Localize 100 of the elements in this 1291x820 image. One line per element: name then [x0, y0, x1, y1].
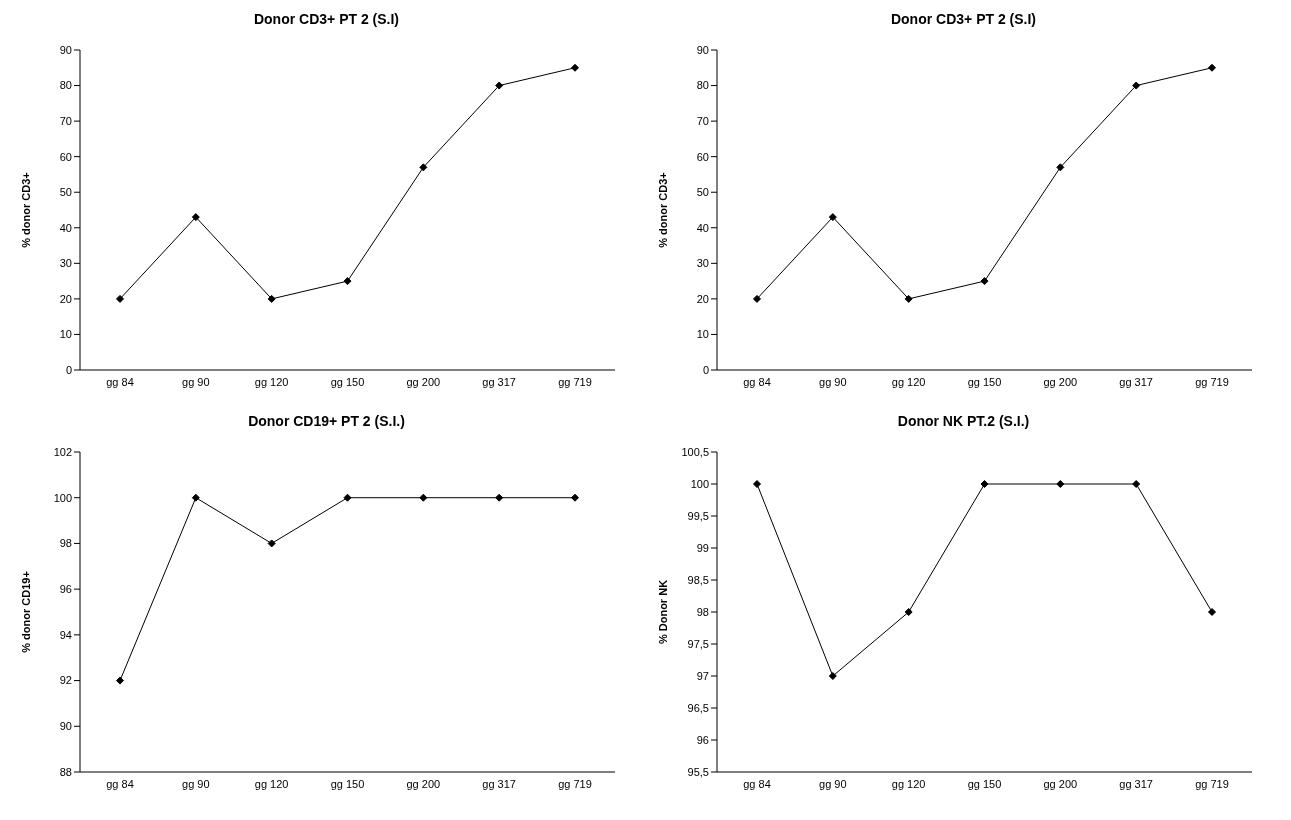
y-tick-label: 50 — [696, 186, 709, 199]
point — [1056, 480, 1065, 488]
x-tick-label: gg 84 — [743, 375, 771, 388]
point — [571, 493, 579, 502]
point — [343, 277, 352, 286]
y-tick-label: 20 — [59, 292, 72, 305]
x-tick-label: gg 90 — [819, 375, 847, 388]
point — [267, 539, 276, 548]
y-tick-label: 96 — [696, 733, 709, 746]
x-tick-label: gg 84 — [743, 777, 771, 790]
y-tick-label: 100 — [690, 477, 709, 490]
y-axis-title: % donor CD3+ — [656, 172, 669, 248]
x-tick-label: gg 200 — [406, 777, 441, 790]
point — [419, 493, 428, 502]
y-tick-label: 90 — [696, 43, 709, 56]
y-tick-label: 20 — [696, 292, 709, 305]
point — [1208, 63, 1216, 72]
y-tick-label: 88 — [59, 765, 72, 778]
y-tick-label: 97,5 — [687, 637, 709, 650]
point — [343, 493, 352, 502]
y-tick-label: 30 — [696, 257, 709, 270]
y-tick-label: 99 — [696, 541, 709, 554]
y-tick-label: 98 — [59, 537, 72, 550]
point — [1132, 81, 1141, 90]
x-tick-label: gg 90 — [819, 777, 847, 790]
x-tick-label: gg 200 — [1043, 777, 1078, 790]
y-axis-title: % donor CD19+ — [19, 571, 32, 653]
point — [828, 672, 837, 680]
x-tick-label: gg 90 — [182, 375, 210, 388]
point — [904, 294, 913, 303]
x-tick-label: gg 200 — [406, 375, 441, 388]
point — [904, 608, 913, 616]
y-tick-label: 70 — [696, 115, 709, 128]
point — [495, 81, 504, 90]
x-tick-label: gg 719 — [1195, 375, 1229, 388]
y-tick-label: 60 — [59, 150, 72, 163]
y-tick-label: 100 — [53, 491, 72, 504]
y-tick-label: 97 — [696, 669, 709, 682]
point — [116, 676, 124, 685]
x-tick-label: gg 150 — [967, 375, 1002, 388]
y-tick-label: 90 — [59, 720, 72, 733]
x-tick-label: gg 150 — [330, 375, 365, 388]
y-tick-label: 0 — [702, 363, 709, 376]
point — [191, 493, 200, 502]
point — [419, 163, 428, 172]
point — [495, 493, 504, 502]
y-tick-label: 10 — [696, 328, 709, 341]
y-tick-label: 70 — [59, 115, 72, 128]
x-tick-label: gg 120 — [254, 777, 289, 790]
y-tick-label: 90 — [59, 43, 72, 56]
x-tick-label: gg 150 — [330, 777, 365, 790]
point — [980, 277, 989, 286]
x-tick-label: gg 317 — [482, 375, 516, 388]
x-tick-label: gg 90 — [182, 777, 210, 790]
point — [753, 480, 761, 488]
chart-title: Donor CD19+ PT 2 (S.I.) — [247, 412, 406, 431]
y-tick-label: 102 — [53, 445, 72, 458]
x-tick-label: gg 317 — [1119, 375, 1153, 388]
y-tick-label: 92 — [59, 674, 72, 687]
x-tick-label: gg 84 — [106, 375, 134, 388]
y-tick-label: 40 — [696, 221, 709, 234]
y-axis-title: % donor CD3+ — [19, 172, 32, 248]
point — [753, 294, 761, 303]
x-tick-label: gg 317 — [1119, 777, 1153, 790]
x-tick-label: gg 120 — [254, 375, 289, 388]
point — [116, 294, 124, 303]
y-axis-title: % Donor NK — [656, 579, 669, 645]
y-tick-label: 80 — [696, 79, 709, 92]
y-tick-label: 30 — [59, 257, 72, 270]
y-tick-label: 99,5 — [687, 509, 709, 522]
x-tick-label: gg 84 — [106, 777, 134, 790]
x-tick-label: gg 120 — [891, 375, 926, 388]
y-tick-label: 60 — [696, 150, 709, 163]
chart-title: Donor NK PT.2 (S.I.) — [896, 412, 1031, 431]
y-tick-label: 98,5 — [687, 573, 709, 586]
chart-title: Donor CD3+ PT 2 (S.I) — [252, 10, 401, 29]
point — [1208, 608, 1216, 616]
point — [828, 213, 837, 222]
y-tick-label: 40 — [59, 221, 72, 234]
y-tick-label: 0 — [65, 363, 72, 376]
x-tick-label: gg 719 — [1195, 777, 1229, 790]
point — [267, 294, 276, 303]
y-tick-label: 100,5 — [681, 445, 709, 458]
point — [571, 63, 579, 72]
x-tick-label: gg 200 — [1043, 375, 1078, 388]
point — [980, 480, 989, 488]
y-tick-label: 96,5 — [687, 701, 709, 714]
x-tick-label: gg 120 — [891, 777, 926, 790]
y-tick-label: 98 — [696, 605, 709, 618]
y-tick-label: 95,5 — [687, 765, 709, 778]
x-tick-label: gg 150 — [967, 777, 1002, 790]
x-tick-label: gg 317 — [482, 777, 516, 790]
chart-title: Donor CD3+ PT 2 (S.I) — [889, 10, 1038, 29]
point — [1132, 480, 1141, 488]
y-tick-label: 50 — [59, 186, 72, 199]
y-tick-label: 10 — [59, 328, 72, 341]
x-tick-label: gg 719 — [558, 777, 592, 790]
y-tick-label: 96 — [59, 583, 72, 596]
point — [191, 213, 200, 222]
point — [1056, 163, 1065, 172]
